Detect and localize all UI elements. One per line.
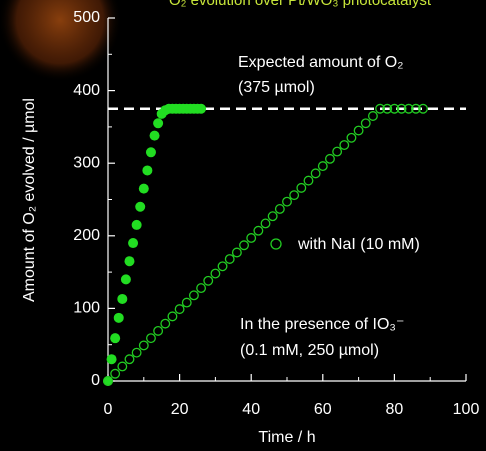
data-point bbox=[117, 294, 127, 304]
data-point bbox=[139, 184, 149, 194]
data-point bbox=[110, 333, 120, 343]
data-point bbox=[196, 104, 206, 114]
annotation: (0.1 mM, 250 µmol) bbox=[240, 342, 379, 359]
data-point bbox=[132, 220, 142, 230]
x-tick-label: 60 bbox=[314, 401, 332, 418]
annotation: Expected amount of O₂ bbox=[238, 54, 403, 71]
chart-title: O₂ evolution over Pt/WO₃ photocatalyst bbox=[169, 0, 432, 9]
x-tick-label: 100 bbox=[453, 401, 480, 418]
data-point bbox=[124, 256, 134, 266]
x-tick-label: 20 bbox=[171, 401, 189, 418]
annotation: (375 µmol) bbox=[238, 79, 315, 96]
data-point bbox=[150, 131, 160, 141]
x-tick-label: 0 bbox=[104, 401, 113, 418]
y-tick-label: 0 bbox=[91, 372, 100, 389]
data-point bbox=[153, 118, 163, 128]
y-tick-label: 300 bbox=[73, 154, 100, 171]
x-axis-label: Time / h bbox=[258, 429, 315, 446]
y-tick-label: 400 bbox=[73, 82, 100, 99]
data-point bbox=[121, 274, 131, 284]
data-point bbox=[146, 147, 156, 157]
page: O₂ evolution over Pt/WO₃ photocatalyst T… bbox=[0, 0, 486, 451]
y-axis-label: Amount of O₂ evolved / µmol bbox=[21, 98, 38, 302]
annotation: In the presence of IO₃⁻ bbox=[240, 316, 404, 333]
x-tick-label: 40 bbox=[242, 401, 260, 418]
data-point bbox=[135, 202, 145, 212]
y-tick-label: 200 bbox=[73, 227, 100, 244]
y-tick-label: 100 bbox=[73, 300, 100, 317]
data-point bbox=[142, 165, 152, 175]
data-point bbox=[107, 354, 117, 364]
data-point bbox=[114, 313, 124, 323]
legend-label: with NaI (10 mM) bbox=[297, 236, 420, 253]
y-tick-label: 500 bbox=[73, 9, 100, 26]
x-tick-label: 80 bbox=[386, 401, 404, 418]
chart: O₂ evolution over Pt/WO₃ photocatalyst T… bbox=[0, 0, 486, 451]
data-point bbox=[128, 238, 138, 248]
